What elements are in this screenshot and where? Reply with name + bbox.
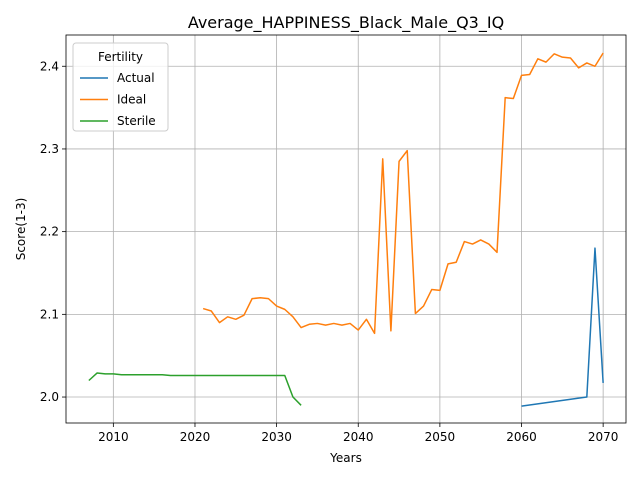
y-tick-label: 2.0 xyxy=(40,390,59,404)
x-tick-label: 2020 xyxy=(180,430,211,444)
grid-lines xyxy=(66,35,626,423)
series-line-sterile xyxy=(88,372,302,406)
x-tick-label: 2030 xyxy=(261,430,292,444)
legend-label-ideal: Ideal xyxy=(117,93,146,107)
x-tick-label: 2050 xyxy=(425,430,456,444)
y-axis-label: Score(1-3) xyxy=(14,198,28,261)
x-tick-label: 2070 xyxy=(588,430,619,444)
x-axis-label: Years xyxy=(329,451,362,465)
plot-frame xyxy=(65,34,627,424)
legend-box xyxy=(72,42,169,132)
legend-label-actual: Actual xyxy=(117,71,155,85)
legend-title: Fertility xyxy=(98,50,143,64)
legend-entries: Actual Ideal Sterile xyxy=(80,71,156,128)
series-line-actual xyxy=(521,247,604,407)
legend: Fertility Actual Ideal Sterile xyxy=(72,42,169,132)
x-tick-label: 2040 xyxy=(343,430,374,444)
y-tick-label: 2.4 xyxy=(40,59,59,73)
y-tick-label: 2.2 xyxy=(40,225,59,239)
y-tick-label: 2.1 xyxy=(40,307,59,321)
x-tick-label: 2060 xyxy=(506,430,537,444)
axis-ticks: 2010 2020 2030 2040 2050 2060 2070 2.0 2.1 2.2 2.3… xyxy=(40,59,619,444)
x-tick-label: 2010 xyxy=(98,430,129,444)
y-tick-label: 2.3 xyxy=(40,142,59,156)
series-line-ideal xyxy=(202,52,604,335)
legend-label-sterile: Sterile xyxy=(117,114,156,128)
chart-title: Average_HAPPINESS_Black_Male_Q3_IQ xyxy=(188,13,504,33)
series-lines xyxy=(88,52,604,407)
